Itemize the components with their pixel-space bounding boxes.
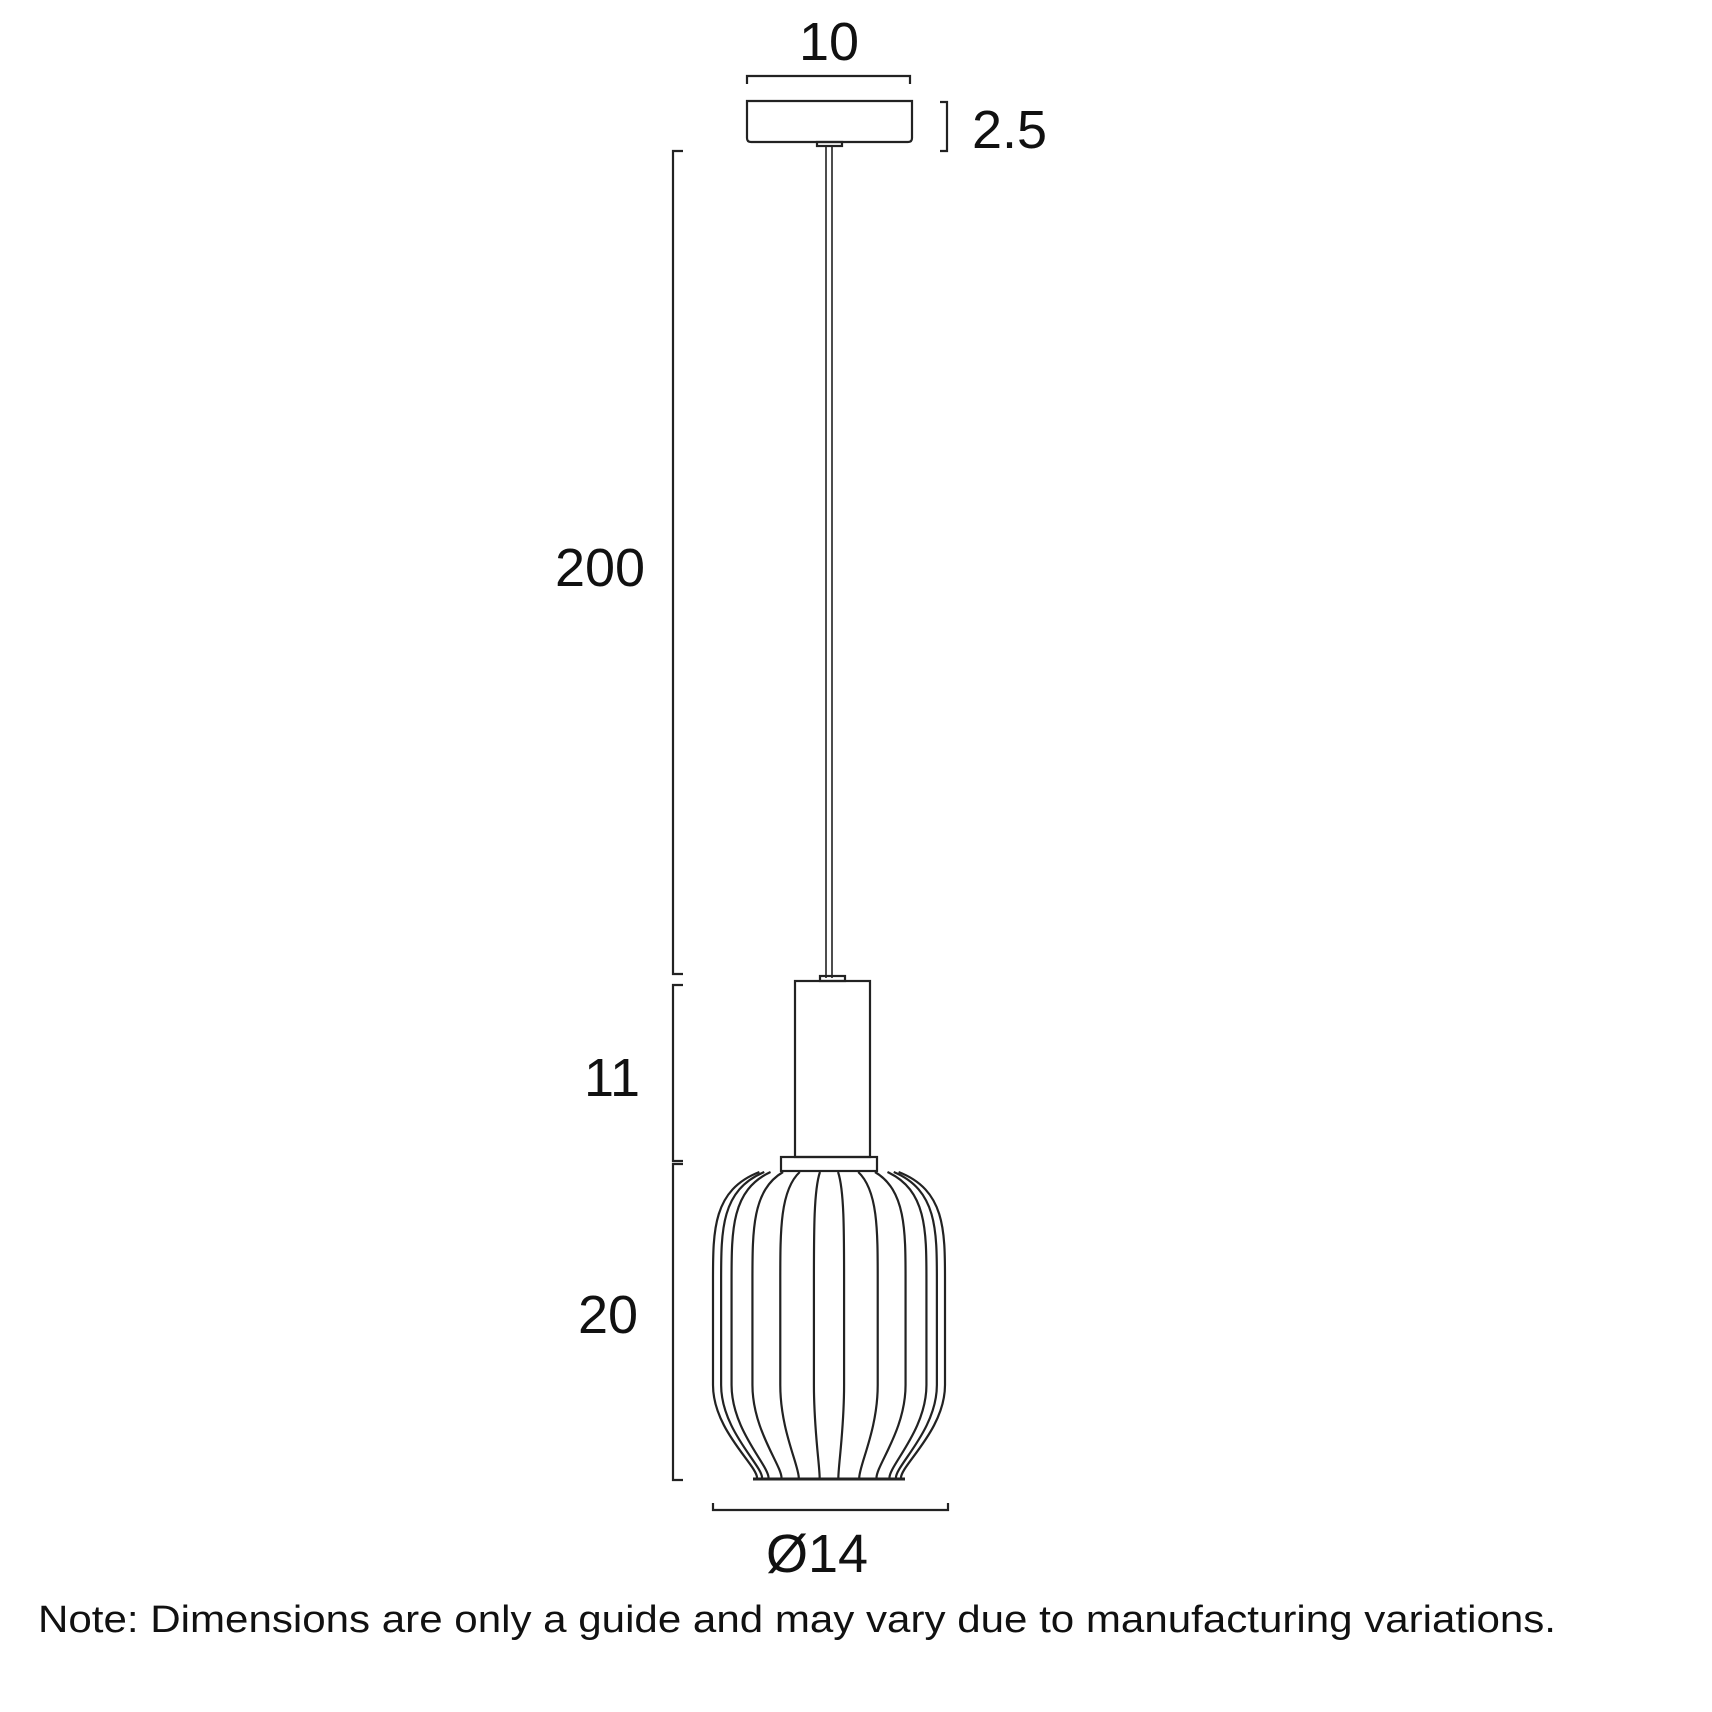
canopy-connector	[815, 140, 844, 148]
suspension-cord	[825, 146, 833, 978]
shade-collar	[779, 1155, 879, 1173]
disclaimer-note: Note: Dimensions are only a guide and ma…	[38, 1599, 1556, 1641]
holder-height-bracket	[671, 983, 683, 1163]
canopy-width-bracket	[745, 74, 912, 84]
shade-rib	[887, 1171, 928, 1479]
shade-height-label: 20	[578, 1285, 638, 1345]
shade-outline	[711, 1170, 760, 1479]
shade-rib	[857, 1171, 879, 1479]
shade-rib	[779, 1171, 801, 1479]
shade-rib	[730, 1171, 771, 1479]
ribbed-glass-shade	[711, 1170, 947, 1479]
shade-diameter-bracket	[711, 1503, 950, 1512]
ceiling-canopy	[745, 99, 914, 144]
shade-outline	[898, 1170, 947, 1479]
shade-rib	[720, 1170, 765, 1479]
shade-rib	[837, 1171, 846, 1479]
shade-rib	[874, 1171, 907, 1479]
canopy-height-bracket	[940, 100, 949, 153]
cord-length-bracket	[671, 149, 683, 976]
cord-length-label: 200	[555, 538, 645, 598]
shade-height-bracket	[671, 1162, 683, 1482]
canopy-height-label: 2.5	[972, 100, 1047, 160]
shade-diameter-label: Ø14	[766, 1524, 868, 1584]
canopy-width-label: 10	[799, 12, 859, 72]
lamp-holder	[793, 979, 872, 1159]
holder-height-label: 11	[584, 1048, 640, 1108]
shade-rib	[812, 1171, 821, 1479]
shade-rib	[893, 1170, 938, 1479]
shade-rib	[751, 1171, 784, 1479]
